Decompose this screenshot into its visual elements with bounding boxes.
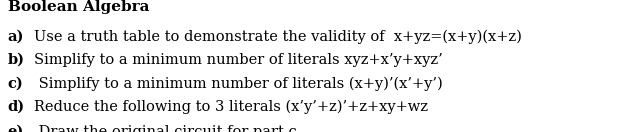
Text: c): c) (8, 76, 23, 90)
Text: d): d) (8, 100, 24, 114)
Text: b): b) (8, 53, 24, 67)
Text: Simplify to a minimum number of literals xyz+x’y+xyz’: Simplify to a minimum number of literals… (34, 53, 443, 67)
Text: Boolean Algebra: Boolean Algebra (8, 0, 149, 13)
Text: Use a truth table to demonstrate the validity of  x+yz=(x+y)(x+z): Use a truth table to demonstrate the val… (34, 30, 522, 44)
Text: e): e) (8, 125, 24, 132)
Text: Simplify to a minimum number of literals (x+y)’(x’+y’): Simplify to a minimum number of literals… (34, 76, 443, 91)
Text: Draw the original circuit for part c.: Draw the original circuit for part c. (34, 125, 302, 132)
Text: a): a) (8, 30, 24, 44)
Text: Reduce the following to 3 literals (x’y’+z)’+z+xy+wz: Reduce the following to 3 literals (x’y’… (34, 100, 428, 114)
